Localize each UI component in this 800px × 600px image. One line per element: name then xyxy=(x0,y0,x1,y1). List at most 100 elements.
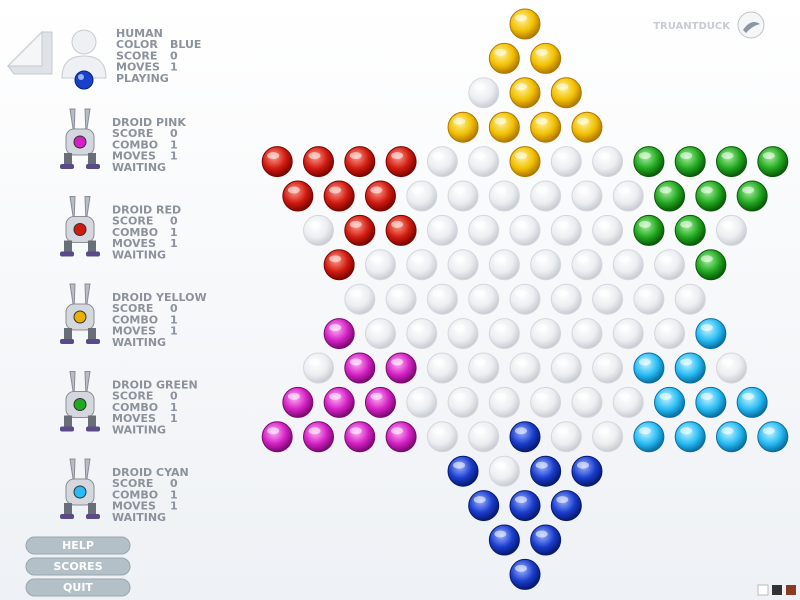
marble[interactable] xyxy=(488,42,520,74)
marble[interactable] xyxy=(385,421,417,453)
empty-hole[interactable] xyxy=(447,180,479,212)
marble[interactable] xyxy=(282,180,314,212)
marble[interactable] xyxy=(757,421,789,453)
empty-hole[interactable] xyxy=(509,283,541,315)
marble[interactable] xyxy=(303,146,334,178)
empty-hole[interactable] xyxy=(612,180,644,212)
marble[interactable] xyxy=(323,249,355,281)
marble[interactable] xyxy=(509,558,541,590)
marble[interactable] xyxy=(344,352,376,384)
marble[interactable] xyxy=(757,146,789,178)
marble[interactable] xyxy=(364,180,396,212)
empty-hole[interactable] xyxy=(468,146,500,178)
empty-hole[interactable] xyxy=(447,318,479,350)
button-label[interactable]: QUIT xyxy=(63,581,93,594)
button-bg[interactable] xyxy=(25,557,131,576)
empty-hole[interactable] xyxy=(530,249,562,281)
menu-button[interactable]: SCORES xyxy=(25,557,131,576)
marble[interactable] xyxy=(633,352,665,384)
marble[interactable] xyxy=(282,386,314,418)
marble[interactable] xyxy=(323,318,355,350)
empty-hole[interactable] xyxy=(406,180,438,212)
marble[interactable] xyxy=(571,111,603,143)
marble[interactable] xyxy=(674,421,706,453)
marble[interactable] xyxy=(344,421,376,453)
empty-hole[interactable] xyxy=(447,249,479,281)
empty-hole[interactable] xyxy=(612,386,644,418)
empty-hole[interactable] xyxy=(468,214,500,246)
empty-hole[interactable] xyxy=(426,146,458,178)
button-bg[interactable] xyxy=(25,536,131,555)
marble[interactable] xyxy=(468,490,500,522)
marble[interactable] xyxy=(654,386,686,418)
empty-hole[interactable] xyxy=(447,386,479,418)
empty-hole[interactable] xyxy=(571,249,603,281)
marble[interactable] xyxy=(344,214,376,246)
marble[interactable] xyxy=(509,77,541,109)
empty-hole[interactable] xyxy=(550,146,582,178)
empty-hole[interactable] xyxy=(426,283,458,315)
marble[interactable] xyxy=(695,318,727,350)
theme-swatch[interactable] xyxy=(772,585,782,595)
marble[interactable] xyxy=(323,386,355,418)
marble[interactable] xyxy=(530,42,562,74)
empty-hole[interactable] xyxy=(488,318,520,350)
button-bg[interactable] xyxy=(25,578,131,597)
empty-hole[interactable] xyxy=(406,249,438,281)
marble[interactable] xyxy=(530,455,562,487)
empty-hole[interactable] xyxy=(592,352,624,384)
empty-hole[interactable] xyxy=(592,146,624,178)
empty-hole[interactable] xyxy=(364,318,396,350)
marble[interactable] xyxy=(633,214,665,246)
marble[interactable] xyxy=(488,524,520,556)
marble[interactable] xyxy=(447,111,479,143)
empty-hole[interactable] xyxy=(550,352,582,384)
empty-hole[interactable] xyxy=(426,352,458,384)
empty-hole[interactable] xyxy=(654,249,686,281)
empty-hole[interactable] xyxy=(592,283,624,315)
brand-logo[interactable] xyxy=(737,11,765,39)
marble[interactable] xyxy=(344,146,376,178)
marble[interactable] xyxy=(674,146,706,178)
empty-hole[interactable] xyxy=(406,386,438,418)
empty-hole[interactable] xyxy=(468,421,500,453)
empty-hole[interactable] xyxy=(530,318,562,350)
marble[interactable] xyxy=(674,214,706,246)
empty-hole[interactable] xyxy=(612,249,644,281)
empty-hole[interactable] xyxy=(674,283,706,315)
menu-button[interactable]: QUIT xyxy=(25,578,131,597)
marble[interactable] xyxy=(364,386,396,418)
empty-hole[interactable] xyxy=(426,421,458,453)
theme-swatch[interactable] xyxy=(786,585,796,595)
marble[interactable] xyxy=(736,386,768,418)
empty-hole[interactable] xyxy=(344,283,376,315)
empty-hole[interactable] xyxy=(571,386,603,418)
empty-hole[interactable] xyxy=(654,318,686,350)
empty-hole[interactable] xyxy=(303,214,334,246)
theme-swatch[interactable] xyxy=(757,584,769,596)
marble[interactable] xyxy=(385,214,417,246)
empty-hole[interactable] xyxy=(530,386,562,418)
button-label[interactable]: HELP xyxy=(62,539,94,552)
marble[interactable] xyxy=(550,490,582,522)
empty-hole[interactable] xyxy=(571,318,603,350)
empty-hole[interactable] xyxy=(488,180,520,212)
back-icon[interactable] xyxy=(6,30,53,75)
empty-hole[interactable] xyxy=(488,455,520,487)
button-label[interactable]: SCORES xyxy=(53,560,102,573)
marble[interactable] xyxy=(633,421,665,453)
marble[interactable] xyxy=(385,352,417,384)
marble[interactable] xyxy=(509,490,541,522)
empty-hole[interactable] xyxy=(509,352,541,384)
marble[interactable] xyxy=(261,146,293,178)
marble[interactable] xyxy=(509,421,541,453)
empty-hole[interactable] xyxy=(468,352,500,384)
marble[interactable] xyxy=(716,146,747,178)
marble[interactable] xyxy=(530,111,562,143)
empty-hole[interactable] xyxy=(406,318,438,350)
empty-hole[interactable] xyxy=(468,283,500,315)
marble[interactable] xyxy=(488,111,520,143)
marble[interactable] xyxy=(447,455,479,487)
marble[interactable] xyxy=(654,180,686,212)
marble[interactable] xyxy=(509,8,541,40)
